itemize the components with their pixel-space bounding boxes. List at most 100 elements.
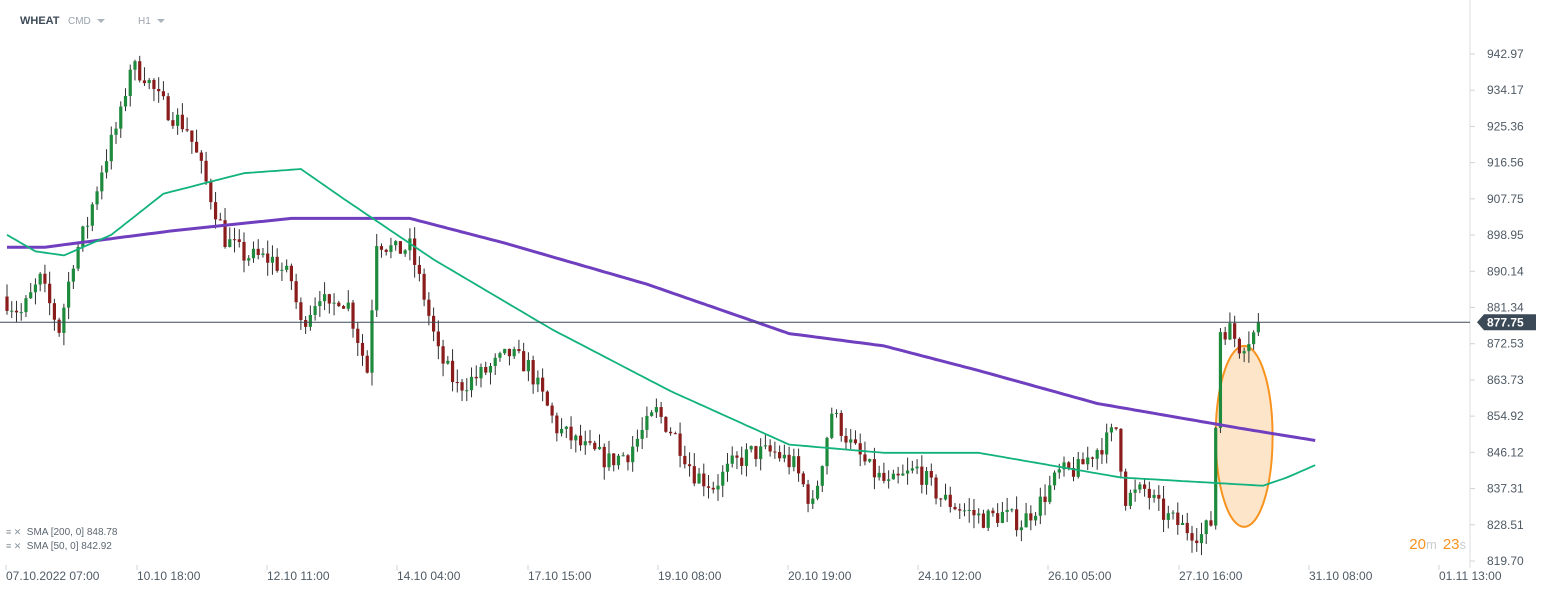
indicator-value: 848.78 — [86, 527, 118, 538]
candle — [972, 498, 976, 529]
candle — [5, 284, 9, 315]
candle — [356, 322, 360, 357]
candle-body — [1010, 509, 1014, 511]
candle-body — [640, 429, 644, 439]
overlay: 877.75 — [0, 314, 1536, 331]
candle — [559, 418, 564, 437]
candle — [522, 342, 526, 372]
indicator-settings-icon[interactable]: ≡ ✕ — [6, 541, 22, 551]
indicator-sma50[interactable]: ≡ ✕ SMA [50, 0] 842.92 — [6, 541, 112, 552]
candle-body — [1000, 511, 1004, 523]
candle — [910, 460, 914, 474]
candle — [218, 212, 222, 221]
candle — [171, 112, 175, 129]
candle-body — [261, 253, 265, 255]
candle — [740, 446, 744, 475]
candle-body — [593, 442, 597, 450]
candle-body — [1161, 498, 1166, 520]
candle-body — [517, 349, 521, 352]
candle — [57, 317, 61, 337]
candle — [341, 304, 346, 309]
candle — [360, 334, 365, 366]
candle — [1062, 456, 1066, 477]
candle-body — [711, 487, 715, 490]
candle — [228, 227, 232, 248]
candle-body — [123, 96, 128, 107]
candle — [322, 282, 327, 311]
candle — [1237, 337, 1241, 359]
candle — [474, 365, 478, 386]
candle-body — [787, 454, 791, 468]
candle — [1076, 451, 1080, 479]
candle-body — [493, 357, 497, 366]
candle — [128, 64, 132, 107]
candle — [683, 445, 687, 469]
candle-body — [744, 449, 749, 466]
candle-body — [564, 426, 568, 429]
candle-body — [403, 250, 407, 254]
candle-body — [1252, 332, 1256, 345]
candle-body — [190, 130, 194, 142]
candle — [1247, 331, 1251, 363]
candle — [417, 256, 421, 282]
candle-body — [270, 256, 275, 263]
candle — [891, 469, 895, 480]
annotation-layer — [1214, 344, 1274, 528]
instrument-type: CMD — [68, 16, 91, 27]
candle-body — [906, 470, 910, 474]
candle — [706, 475, 711, 499]
timeframe-selector[interactable]: H1 — [138, 16, 165, 27]
candle — [465, 378, 469, 402]
candle-body — [1019, 527, 1023, 531]
candle — [787, 446, 791, 475]
indicator-settings-icon[interactable]: ≡ ✕ — [6, 527, 22, 537]
candle-body — [142, 80, 147, 84]
candle-body — [114, 128, 118, 135]
candle-body — [432, 315, 436, 332]
y-tick-label: 907.75 — [1487, 192, 1524, 206]
candle-body — [161, 91, 166, 97]
y-tick-label: 942.97 — [1487, 47, 1524, 61]
candle — [782, 444, 786, 463]
candle-body — [379, 246, 384, 250]
candle-body — [901, 473, 905, 476]
candle-body — [939, 498, 943, 500]
candle-body — [389, 245, 393, 252]
candle — [1095, 448, 1099, 470]
candle — [640, 417, 644, 450]
candle — [62, 303, 66, 346]
candle-body — [294, 281, 298, 303]
symbol-name[interactable]: WHEAT — [20, 15, 60, 27]
candle-body — [1052, 472, 1057, 486]
candle — [304, 316, 308, 334]
candle-body — [725, 463, 730, 472]
candle-body — [479, 366, 483, 379]
candle-body — [664, 416, 668, 432]
candle — [1218, 327, 1223, 434]
candle-body — [503, 348, 507, 354]
candle — [1190, 525, 1194, 553]
candle — [849, 429, 853, 450]
candle — [275, 248, 279, 273]
candle — [830, 407, 834, 440]
candle-body — [1029, 513, 1033, 521]
candle — [232, 227, 237, 253]
indicator-sma200[interactable]: ≡ ✕ SMA [200, 0] 848.78 — [6, 527, 117, 538]
candle-body — [19, 312, 23, 314]
candle-body — [474, 376, 478, 379]
instrument-type-selector[interactable]: CMD — [68, 16, 105, 27]
candle-body — [417, 264, 421, 274]
candle-body — [133, 61, 137, 70]
candle — [285, 259, 289, 273]
candle-body — [128, 69, 132, 97]
candle — [422, 268, 426, 307]
candle-body — [213, 202, 218, 220]
candle-body — [612, 453, 616, 466]
candle — [1109, 423, 1114, 442]
candle — [958, 503, 962, 519]
candle-body — [1171, 512, 1175, 514]
candle-body — [1114, 427, 1118, 429]
candle — [180, 103, 184, 133]
candle-body — [488, 365, 493, 373]
